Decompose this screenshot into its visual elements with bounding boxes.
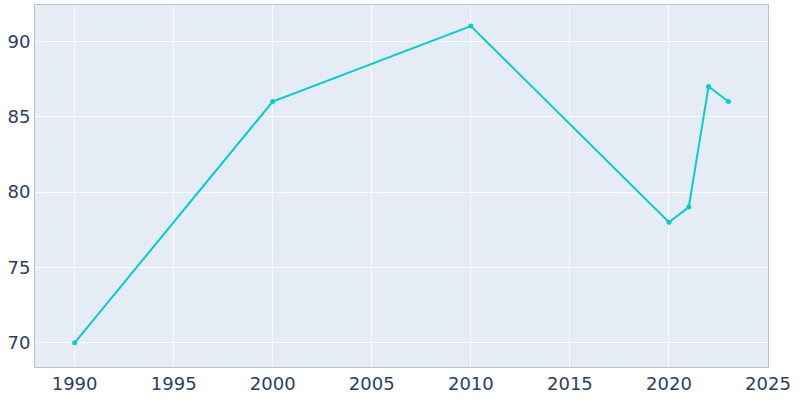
svg-text:75: 75: [7, 257, 30, 278]
svg-text:2015: 2015: [547, 373, 593, 394]
svg-text:80: 80: [7, 181, 30, 202]
svg-text:2005: 2005: [349, 373, 395, 394]
svg-text:2000: 2000: [250, 373, 296, 394]
svg-text:2010: 2010: [448, 373, 494, 394]
svg-text:90: 90: [7, 31, 30, 52]
svg-text:2020: 2020: [646, 373, 692, 394]
svg-text:70: 70: [7, 332, 30, 353]
svg-text:85: 85: [7, 106, 30, 127]
svg-text:2025: 2025: [745, 373, 791, 394]
svg-text:1990: 1990: [52, 373, 98, 394]
svg-text:1995: 1995: [151, 373, 197, 394]
